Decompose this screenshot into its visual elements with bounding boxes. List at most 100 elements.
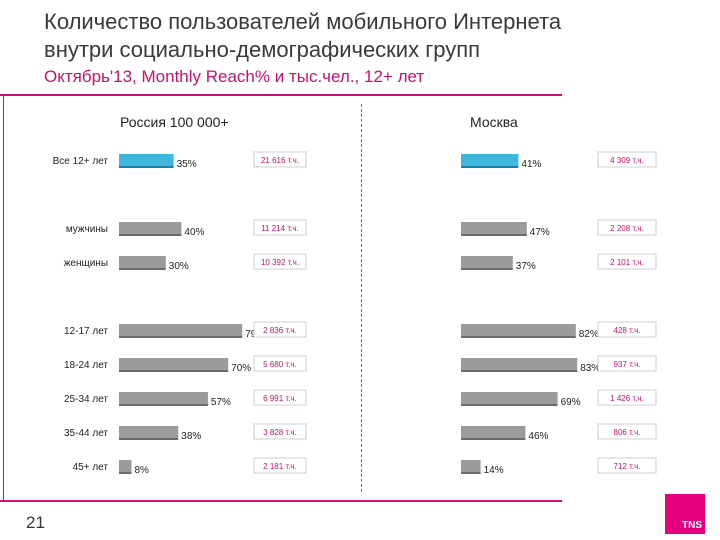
count-box (253, 151, 307, 168)
bar (461, 222, 527, 234)
count-label: 3 828 т.ч. (263, 428, 297, 437)
bar-shadow (461, 234, 527, 236)
tns-logo-text: TNS (682, 520, 702, 531)
count-box (597, 219, 657, 236)
count-box (597, 355, 657, 372)
category-label: 25-34 лет (64, 394, 108, 405)
bar (461, 358, 578, 370)
value-label: 47% (530, 227, 550, 238)
category-label: Все 12+ лет (53, 156, 109, 167)
value-label: 8% (134, 465, 149, 476)
panel-title-russia: Россия 100 000+ (120, 114, 229, 130)
value-label: 38% (181, 431, 201, 442)
bar (119, 222, 182, 234)
bar-shadow (461, 336, 576, 338)
bar (119, 426, 179, 438)
bar (461, 256, 513, 268)
bottom-rule (0, 500, 562, 502)
category-label: 35-44 лет (64, 428, 108, 439)
bar-shadow (461, 438, 526, 440)
bar (119, 324, 243, 336)
count-label: 806 т.ч. (614, 428, 641, 437)
count-label: 11 214 т.ч. (261, 224, 299, 233)
bar-shadow (461, 370, 578, 372)
value-label: 82% (579, 329, 599, 340)
value-label: 69% (561, 397, 581, 408)
chart-title-line1: Количество пользователей мобильного Инте… (44, 9, 562, 34)
value-label: 40% (184, 227, 204, 238)
value-label: 57% (211, 397, 231, 408)
count-label: 6 991 т.ч. (263, 394, 297, 403)
count-box (253, 355, 307, 372)
page-number: 21 (26, 513, 45, 532)
count-box (253, 423, 307, 440)
bar-shadow (119, 370, 229, 372)
count-box (253, 219, 307, 236)
count-label: 2 836 т.ч. (263, 326, 297, 335)
bar (461, 324, 576, 336)
bar-shadow (461, 404, 558, 406)
bar (119, 154, 174, 166)
count-label: 2 181 т.ч. (263, 462, 297, 471)
count-box (253, 457, 307, 474)
category-label: 45+ лет (73, 462, 109, 473)
category-label: 18-24 лет (64, 360, 108, 371)
count-box (597, 423, 657, 440)
bar (461, 392, 558, 404)
value-label: 14% (484, 465, 504, 476)
bar (119, 460, 132, 472)
bar (119, 358, 229, 370)
bar-shadow (119, 472, 132, 474)
panel-title-moscow: Москва (470, 114, 518, 130)
value-label: 41% (521, 159, 541, 170)
chart-subtitle: Октябрь'13, Monthly Reach% и тыс.чел., 1… (44, 67, 425, 86)
value-label: 30% (169, 261, 189, 272)
tns-logo: TNS (665, 494, 705, 534)
count-label: 428 т.ч. (614, 326, 641, 335)
count-box (253, 253, 307, 270)
bar-shadow (119, 438, 179, 440)
top-rule (0, 94, 562, 96)
count-box (597, 457, 657, 474)
chart-title-line2: внутри социально-демографических групп (44, 37, 481, 62)
count-label: 2 101 т.ч. (610, 258, 644, 267)
bar-shadow (461, 268, 513, 270)
count-label: 712 т.ч. (614, 462, 641, 471)
count-label: 1 426 т.ч. (610, 394, 644, 403)
bar (119, 392, 208, 404)
count-box (597, 151, 657, 168)
value-label: 83% (580, 363, 600, 374)
value-label: 70% (231, 363, 251, 374)
count-box (253, 389, 307, 406)
category-label: мужчины (66, 224, 108, 235)
count-label: 2 208 т.ч. (610, 224, 644, 233)
count-label: 4 309 т.ч. (610, 156, 644, 165)
left-rule (3, 94, 4, 500)
value-label: 46% (528, 431, 548, 442)
bar-shadow (119, 234, 182, 236)
value-label: 35% (177, 159, 197, 170)
count-box (597, 389, 657, 406)
value-label: 37% (516, 261, 536, 272)
bar-shadow (119, 336, 243, 338)
count-label: 10 392 т.ч. (261, 258, 299, 267)
bar (461, 154, 519, 166)
bar-shadow (119, 404, 208, 406)
bar-shadow (461, 472, 481, 474)
count-box (597, 253, 657, 270)
count-box (253, 321, 307, 338)
bar-shadow (461, 166, 519, 168)
bar (119, 256, 166, 268)
category-label: 12-17 лет (64, 326, 108, 337)
bar (461, 426, 526, 438)
panel-divider (361, 104, 362, 492)
bar (461, 460, 481, 472)
category-label: женщины (64, 258, 108, 269)
bar-shadow (119, 268, 166, 270)
count-label: 5 680 т.ч. (263, 360, 297, 369)
chart-title: Количество пользователей мобильного Инте… (44, 8, 561, 64)
count-label: 21 616 т.ч. (261, 156, 299, 165)
bar-shadow (119, 166, 174, 168)
count-box (597, 321, 657, 338)
